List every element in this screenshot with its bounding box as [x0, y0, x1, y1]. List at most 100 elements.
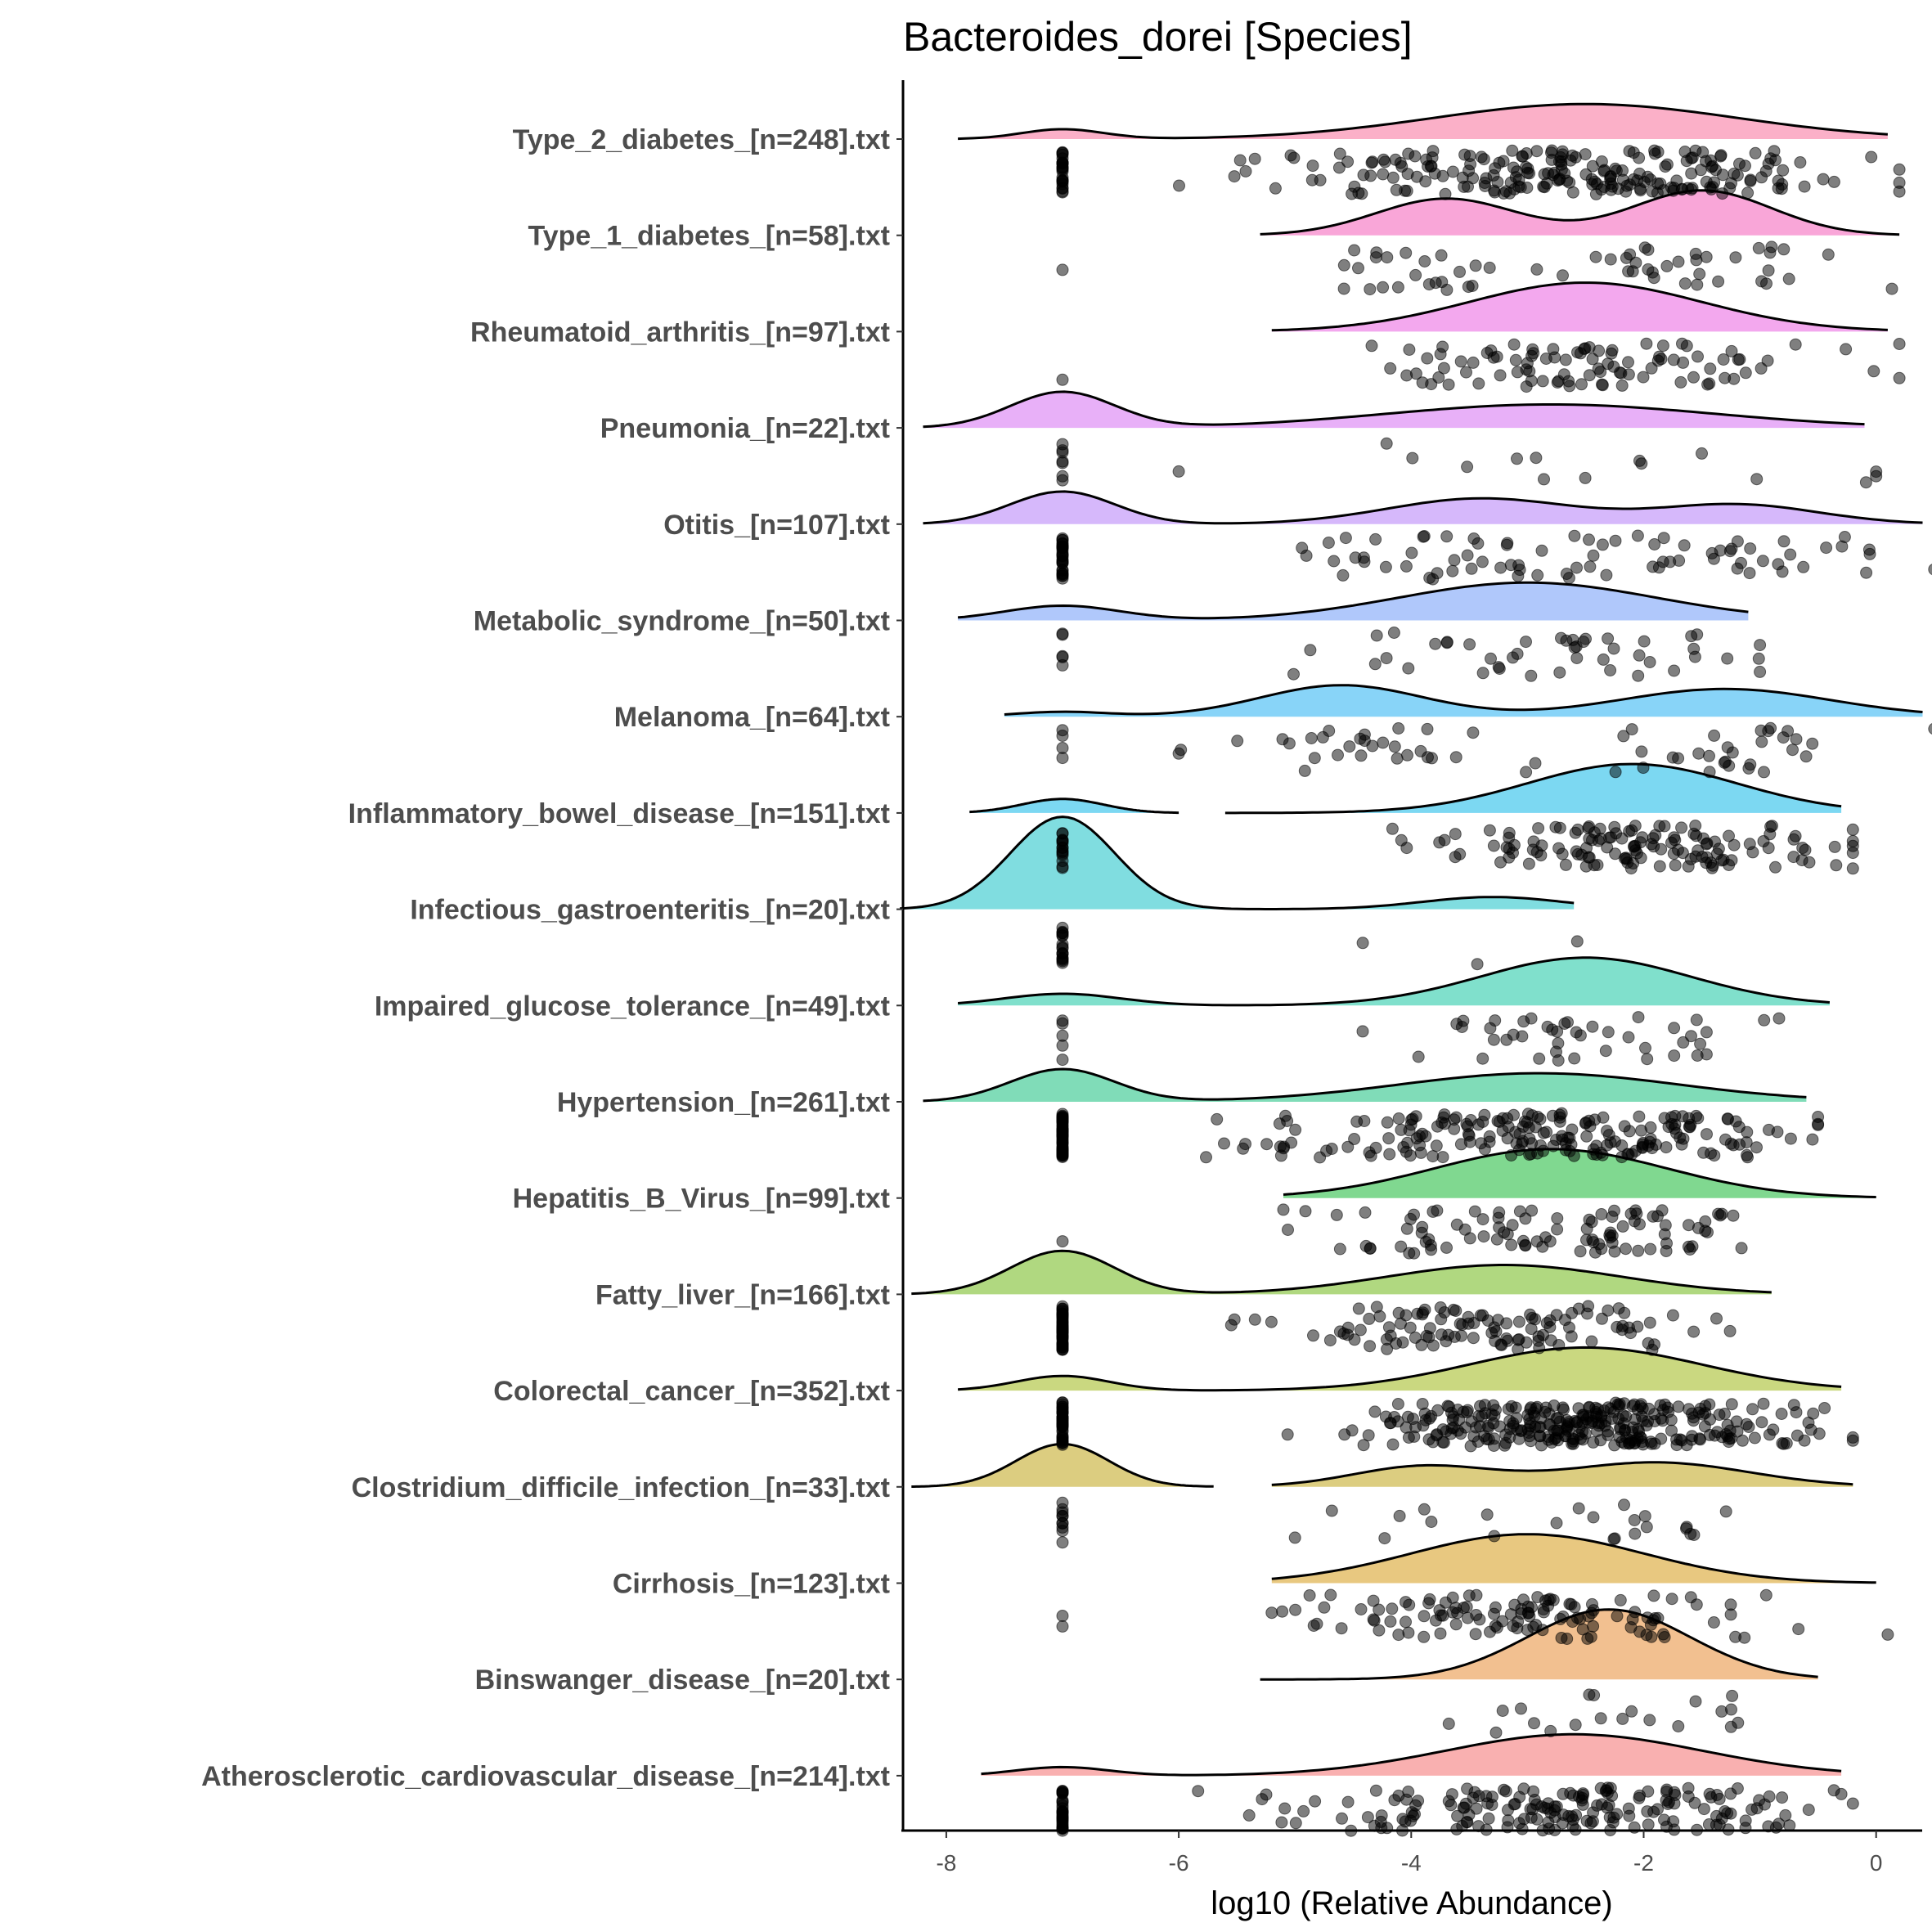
data-point [1449, 828, 1462, 841]
data-point [1520, 1336, 1533, 1349]
data-point [1724, 1598, 1737, 1611]
data-point-floor [1056, 724, 1069, 737]
data-point [1716, 168, 1729, 182]
data-point [1755, 1416, 1768, 1429]
data-point [1405, 546, 1418, 559]
data-point [1306, 160, 1319, 173]
data-point [1449, 751, 1462, 764]
data-point [1370, 246, 1383, 259]
data-point [1693, 267, 1706, 281]
data-point [1388, 740, 1401, 753]
data-point [1692, 747, 1705, 760]
data-point [1696, 447, 1708, 460]
ridge-outline [923, 1067, 1807, 1103]
data-point [1606, 1236, 1619, 1249]
data-point [1723, 1436, 1735, 1449]
data-point [1418, 1610, 1431, 1623]
data-point-floor [1056, 827, 1069, 840]
data-point [1721, 741, 1734, 754]
data-point [1269, 182, 1282, 195]
data-point [1582, 821, 1595, 834]
data-point [1346, 187, 1359, 200]
data-point [1260, 1138, 1274, 1151]
data-point [1643, 656, 1656, 668]
data-point [1641, 1611, 1654, 1624]
data-point [1551, 376, 1564, 389]
data-point [1739, 1814, 1752, 1827]
data-point [1548, 1400, 1561, 1412]
data-point [1741, 1151, 1754, 1164]
data-point [1647, 1589, 1660, 1602]
data-point [1572, 1502, 1585, 1515]
data-point-floor [1056, 1415, 1069, 1428]
data-point [1445, 1788, 1458, 1801]
y-tick-label: Pneumonia_[n=22].txt [600, 413, 890, 444]
data-point [1698, 1420, 1711, 1433]
data-point-floor [1056, 1146, 1069, 1159]
data-point [1341, 155, 1355, 168]
data-point [1377, 153, 1390, 166]
data-point [1503, 186, 1516, 200]
data-point [1639, 1041, 1651, 1054]
ridge-fill [923, 1069, 1807, 1102]
data-point [1822, 248, 1835, 261]
data-point [1763, 1790, 1776, 1803]
data-point [1699, 1224, 1712, 1238]
data-point [1714, 1209, 1727, 1222]
data-point [1469, 1628, 1482, 1641]
data-point [1409, 150, 1422, 163]
y-tick-label: Type_2_diabetes_[n=248].txt [513, 124, 890, 155]
data-point [1591, 1799, 1604, 1812]
data-point [1513, 1790, 1526, 1804]
data-point [1863, 547, 1876, 560]
data-point [1274, 1140, 1287, 1153]
data-point [1703, 749, 1715, 762]
data-point [1717, 353, 1730, 366]
data-point [1705, 546, 1719, 559]
data-point [1860, 566, 1873, 579]
data-point [1289, 1817, 1302, 1830]
data-point [1637, 762, 1650, 775]
ridge-outline [900, 815, 1575, 910]
y-tick-label: Colorectal_cancer_[n=352].txt [493, 1376, 890, 1407]
data-point [1724, 1807, 1737, 1820]
data-point-floor [1056, 1322, 1069, 1335]
data-point-floor [1056, 1536, 1069, 1549]
y-tick-label: Clostridium_difficile_infection_[n=33].t… [352, 1472, 890, 1503]
data-point [1352, 262, 1364, 275]
data-point [1624, 248, 1637, 261]
data-point [1838, 531, 1851, 543]
data-point [1682, 1790, 1695, 1803]
data-point [1635, 745, 1648, 758]
x-tick-label: -6 [1169, 1850, 1189, 1876]
data-point [1554, 151, 1567, 164]
data-point [1571, 346, 1584, 359]
data-point [1752, 241, 1765, 254]
data-point [1432, 371, 1445, 384]
data-point-floor [1056, 742, 1069, 754]
data-point [1237, 1142, 1250, 1155]
data-point [1231, 735, 1244, 748]
data-point [1675, 821, 1688, 834]
data-point [1618, 1120, 1631, 1133]
data-point [1593, 822, 1606, 835]
data-point [1305, 732, 1318, 744]
data-point [1352, 1302, 1365, 1315]
data-point [1404, 1118, 1418, 1131]
data-point [1590, 1408, 1603, 1421]
data-point [1543, 1314, 1557, 1327]
data-point [1633, 649, 1646, 662]
data-point [1391, 281, 1404, 294]
data-point [1668, 664, 1681, 677]
data-point [1772, 174, 1785, 187]
data-point [1590, 1139, 1603, 1152]
data-point [1525, 1012, 1538, 1025]
x-tick-label: -4 [1401, 1850, 1422, 1876]
data-point [1551, 1025, 1564, 1038]
data-point [1776, 565, 1789, 578]
data-point-floor [1056, 1054, 1069, 1067]
data-point [1762, 264, 1775, 277]
data-point [1536, 375, 1549, 388]
data-point [1425, 1516, 1438, 1528]
data-point [1442, 378, 1455, 391]
